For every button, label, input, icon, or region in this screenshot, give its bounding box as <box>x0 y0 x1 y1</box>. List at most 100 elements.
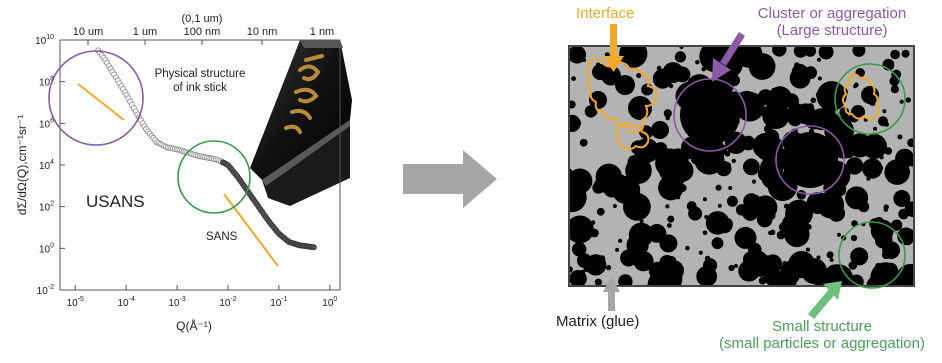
particle <box>907 138 914 148</box>
particle <box>571 76 576 81</box>
particle <box>737 206 744 213</box>
particle <box>726 162 731 167</box>
particle <box>741 135 756 151</box>
particle <box>678 184 687 192</box>
particle <box>620 174 625 180</box>
particle <box>643 159 649 165</box>
x-tick-label: 10-4 <box>118 296 135 309</box>
particle <box>890 49 900 60</box>
particle <box>896 264 914 286</box>
particle <box>665 115 670 121</box>
particle <box>873 126 878 131</box>
particle <box>636 73 642 79</box>
particle <box>805 224 812 230</box>
y-tick-label: 106 <box>39 117 54 130</box>
particle <box>667 223 672 228</box>
particle <box>767 171 798 202</box>
particle <box>704 89 714 99</box>
particle <box>668 83 674 89</box>
particle <box>897 134 903 140</box>
particle <box>899 99 904 104</box>
particle <box>692 151 703 162</box>
interface-arrow <box>603 24 624 72</box>
particle <box>837 232 841 237</box>
x-tick-label: 100 <box>322 296 337 309</box>
particle <box>805 247 811 252</box>
y-tick-marks <box>60 39 65 291</box>
particle <box>751 179 757 184</box>
particle <box>626 247 636 256</box>
transition-arrow <box>403 150 497 208</box>
y-tick-label: 10-2 <box>37 284 54 297</box>
y-tick-labels: 1010 108 106 104 102 100 10-2 <box>35 34 54 297</box>
data-point <box>310 244 317 251</box>
particle <box>726 195 738 207</box>
particle <box>651 121 669 139</box>
particle <box>579 138 588 147</box>
particle <box>793 46 808 58</box>
particle <box>612 204 617 208</box>
particle <box>883 204 889 210</box>
particle <box>731 158 736 164</box>
particle <box>615 247 620 252</box>
particle <box>569 46 586 64</box>
particle <box>767 211 776 220</box>
particle <box>798 169 807 178</box>
particle <box>663 109 672 118</box>
sans-region-circle <box>177 140 251 214</box>
particle <box>679 66 685 73</box>
particle <box>624 193 648 218</box>
particle <box>569 215 594 244</box>
particle <box>876 147 882 153</box>
particle <box>633 251 654 272</box>
particle <box>786 158 792 164</box>
particles <box>569 46 914 286</box>
particle <box>810 97 817 104</box>
y-tick-label: 100 <box>39 242 54 255</box>
particle <box>629 191 641 203</box>
particle <box>742 48 754 60</box>
particle <box>667 215 675 223</box>
interface-outline <box>586 58 658 134</box>
particle <box>698 250 703 255</box>
interface-region-circle <box>834 63 906 135</box>
particle <box>839 107 850 118</box>
particle <box>762 101 790 130</box>
particle <box>671 159 694 182</box>
particle <box>667 156 672 161</box>
particle <box>791 63 809 81</box>
matrix-arrow <box>603 276 620 311</box>
particle <box>846 269 852 274</box>
particle <box>656 65 662 71</box>
particle <box>769 229 776 235</box>
particle <box>572 242 587 257</box>
top-tick-label: 1 nm <box>310 26 334 38</box>
scattering-plot: (0,1 um) 10 um 1 um 100 nm 10 nm 1 nm Ph… <box>15 13 352 333</box>
particle <box>862 133 887 159</box>
particle <box>866 275 886 286</box>
particle <box>813 270 832 286</box>
particle <box>781 212 808 238</box>
particle <box>676 195 681 200</box>
particle <box>882 241 900 259</box>
particle <box>641 153 646 158</box>
x-axis-label: Q(Å⁻¹) <box>176 318 212 333</box>
particle <box>884 122 889 127</box>
particle <box>897 159 905 167</box>
particle <box>702 197 707 202</box>
particle <box>818 46 834 60</box>
particle <box>848 261 858 270</box>
particle <box>572 197 577 202</box>
particle <box>584 105 598 118</box>
particle <box>569 182 587 213</box>
top-axis-unit: (0,1 um) <box>182 13 223 25</box>
particle <box>748 194 761 208</box>
particle <box>843 142 849 147</box>
matrix-label: Matrix (glue) <box>556 313 640 330</box>
particle <box>717 215 723 222</box>
particle <box>716 156 721 161</box>
particle <box>783 203 790 209</box>
particle <box>817 57 821 62</box>
